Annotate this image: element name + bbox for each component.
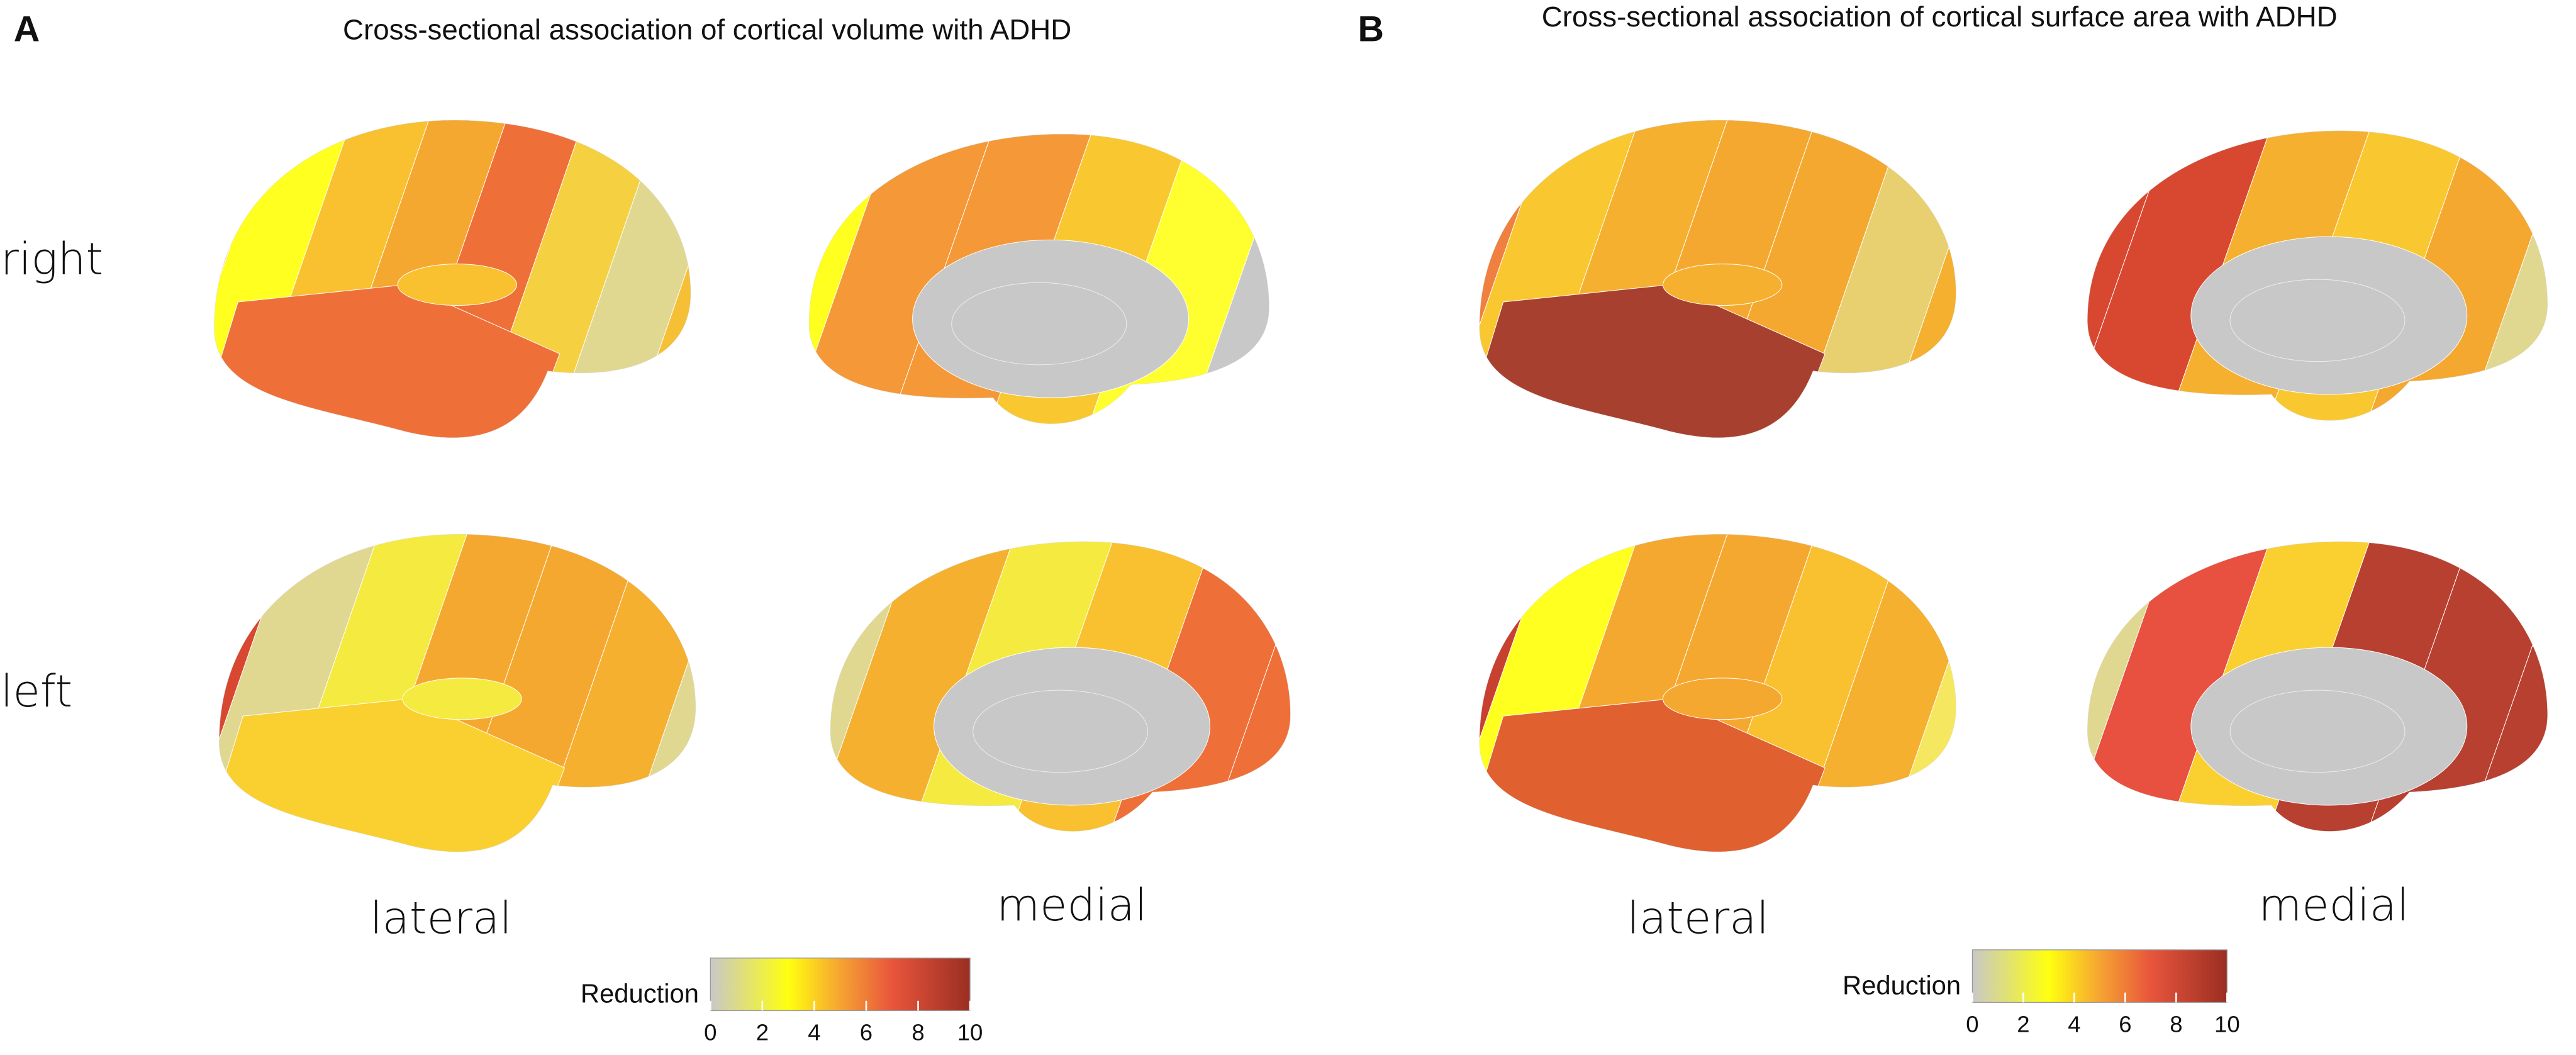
brain-outline [1480, 534, 1956, 852]
brain-region [2191, 237, 2467, 394]
brain [1348, 104, 2087, 449]
column-label: lateral [1627, 893, 1769, 944]
colorbar-tick-label: 8 [2170, 1011, 2182, 1037]
brain-region [934, 647, 1210, 805]
brain-region [973, 690, 1148, 773]
colorbar-tick-label: 2 [756, 1019, 769, 1045]
column-label: medial [996, 879, 1147, 931]
brain [1961, 526, 2576, 854]
brain-regions [219, 534, 696, 852]
brain [704, 526, 1417, 854]
brain-region [398, 264, 516, 306]
brain-outline [1480, 120, 1956, 438]
colorbar-tick-label: 0 [1966, 1011, 1978, 1037]
panel-title: Cross-sectional association of cortical … [343, 14, 1071, 46]
brain-region [2230, 690, 2405, 773]
brain-outline [830, 542, 1290, 832]
colorbar-label: Reduction [581, 978, 699, 1008]
brain-outline [2087, 542, 2547, 832]
brain-region [913, 240, 1189, 398]
brain-region [952, 282, 1127, 365]
brain-region [830, 541, 1018, 832]
column-label: medial [2259, 879, 2409, 931]
brain-region [214, 120, 357, 438]
row-label: left [1, 666, 72, 717]
brain-regions [214, 120, 691, 438]
brain-outline [219, 534, 696, 852]
colorbar-tick-label: 10 [957, 1019, 983, 1045]
brain-region [1663, 264, 1781, 306]
brain-outline [2087, 131, 2547, 421]
colorbar [1971, 949, 2228, 1003]
brain-regions [809, 134, 1269, 424]
brain-region [403, 678, 521, 720]
brain-region [2087, 541, 2275, 832]
colorbar-tick-label: 0 [704, 1019, 716, 1045]
colorbar-tick-label: 8 [912, 1019, 924, 1045]
brain-regions [1479, 534, 1956, 852]
panel-letter: B [1358, 9, 1385, 49]
brain-region [2087, 130, 2275, 421]
column-label: lateral [370, 893, 512, 944]
colorbar-tick-label: 4 [808, 1019, 820, 1045]
brain-region [548, 120, 691, 438]
brain-outline [214, 120, 691, 438]
brain [83, 104, 822, 449]
brain-region [2230, 279, 2405, 362]
colorbar [710, 957, 971, 1012]
brain [1348, 518, 2087, 863]
panel-letter: A [14, 9, 40, 49]
brain-regions [1479, 120, 1956, 438]
colorbar-tick-label: 10 [2214, 1011, 2240, 1037]
panel-title: Cross-sectional association of cortical … [1542, 1, 2338, 33]
colorbar-tick-label: 6 [2119, 1011, 2131, 1037]
brain-region [809, 134, 996, 424]
row-label: right [1, 233, 103, 285]
brain [88, 518, 827, 863]
brain [683, 118, 1396, 447]
colorbar-tick-label: 2 [2017, 1011, 2029, 1037]
brain-regions [2087, 130, 2548, 421]
colorbar-tick-label: 6 [860, 1019, 873, 1045]
brain [1961, 115, 2576, 444]
brain-outline [809, 134, 1269, 424]
colorbar-tick-label: 4 [2068, 1011, 2080, 1037]
brain-region [2191, 647, 2467, 805]
brain-regions [830, 541, 1291, 832]
colorbar-label: Reduction [1843, 970, 1961, 1000]
brain-region [1663, 678, 1781, 720]
